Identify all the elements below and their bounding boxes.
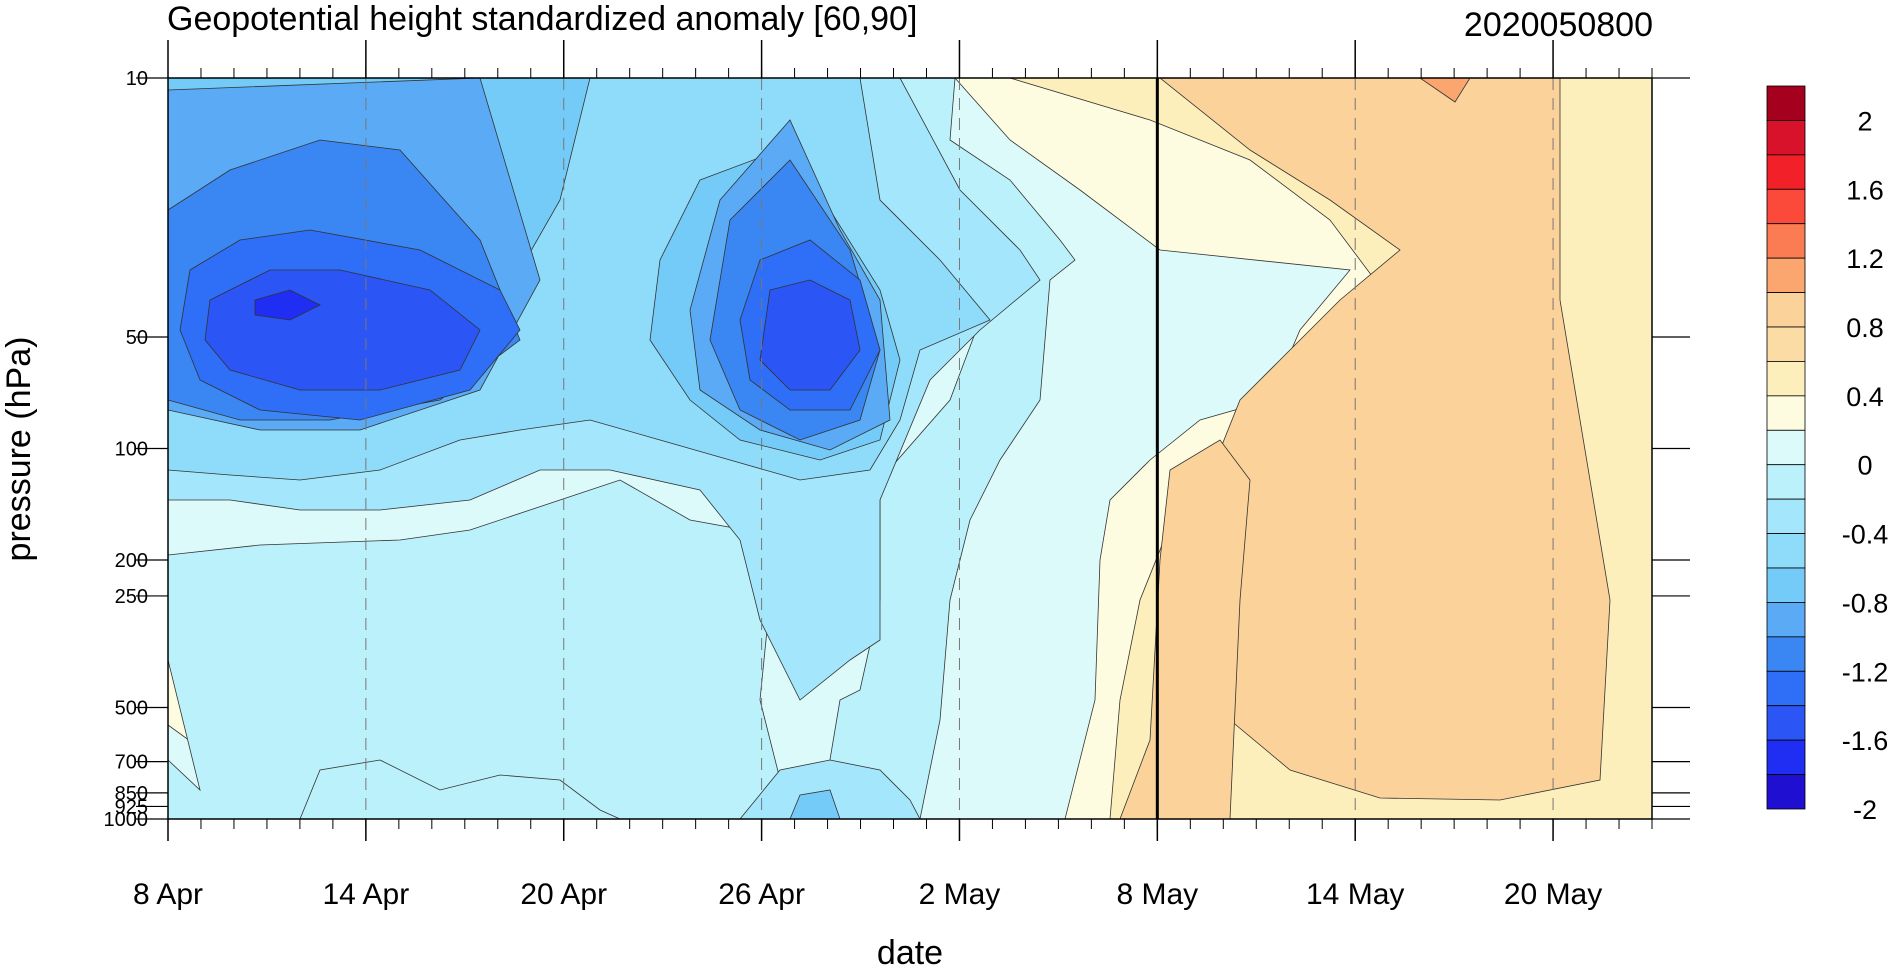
x-tick-label: 26 Apr xyxy=(718,878,805,911)
x-axis-label: date xyxy=(877,934,943,969)
y-tick-label: 100 xyxy=(115,439,148,461)
colorbar-label: -0.4 xyxy=(1842,520,1889,550)
y-tick-label: 200 xyxy=(115,550,148,572)
colorbar-box xyxy=(1766,292,1806,328)
plot-area xyxy=(167,77,1653,820)
colorbar-box xyxy=(1766,120,1806,156)
colorbar-label: -2 xyxy=(1853,795,1877,825)
y-tick-label: 500 xyxy=(115,697,148,719)
colorbar-label: 0.8 xyxy=(1846,313,1884,343)
colorbar-box xyxy=(1766,533,1806,569)
colorbar-box xyxy=(1766,429,1806,466)
x-axis: 8 Apr 14 Apr 20 Apr 26 Apr 2 May 8 May 14 May 2… xyxy=(133,40,1653,911)
y-axis-label: pressure (hPa) xyxy=(0,337,38,562)
contour-region xyxy=(1119,439,1251,819)
y-tick-label: 10 xyxy=(126,68,148,90)
colorbar-box xyxy=(1766,567,1806,603)
contour-region xyxy=(299,759,621,819)
colorbar-box xyxy=(1766,154,1806,190)
colorbar-box xyxy=(1766,464,1806,500)
colorbar-box xyxy=(1766,223,1806,259)
y-tick-label: 925 xyxy=(115,796,148,818)
colorbar-label: 0 xyxy=(1857,451,1872,481)
y-tick-label: 700 xyxy=(115,752,148,774)
x-tick-label: 20 May xyxy=(1504,878,1602,911)
contour-region xyxy=(168,78,1076,819)
colorbar-label: 1.2 xyxy=(1846,244,1884,274)
colorbar-box xyxy=(1766,602,1806,638)
y-tick-label: 850 xyxy=(115,783,148,805)
x-tick-label: 20 Apr xyxy=(520,878,607,911)
y-tick-label: 50 xyxy=(126,327,148,349)
contour-region xyxy=(1419,78,1471,103)
colorbar-box xyxy=(1766,395,1806,431)
colorbar-box xyxy=(1766,361,1806,397)
colorbar-box xyxy=(1766,85,1806,121)
contour-region xyxy=(739,759,921,819)
colorbar-box xyxy=(1766,739,1806,775)
x-tick-label: 2 May xyxy=(919,878,1001,911)
contour-fill xyxy=(168,78,1652,819)
colorbar-box xyxy=(1766,636,1806,672)
contour-region xyxy=(254,289,321,321)
colorbar-label: 2 xyxy=(1857,106,1872,136)
colorbar-box xyxy=(1766,188,1806,225)
colorbar-label: 0.4 xyxy=(1846,382,1884,412)
y-tick-label: 1000 xyxy=(104,809,149,831)
colorbar-box xyxy=(1766,498,1806,534)
colorbar: 2 1.6 1.2 0.8 0.4 0 -0.4 -0.8 -1.2 -1.6 -2 xyxy=(1766,85,1889,825)
contour-region xyxy=(789,789,841,819)
colorbar-box xyxy=(1766,774,1806,810)
y-tick-label: 250 xyxy=(115,586,148,608)
colorbar-label: -1.6 xyxy=(1842,726,1889,756)
chart-timestamp: 2020050800 xyxy=(1464,6,1653,44)
contour-region xyxy=(759,279,861,391)
colorbar-label: -0.8 xyxy=(1842,588,1889,618)
colorbar-label: 1.6 xyxy=(1846,175,1884,205)
x-tick-label: 8 May xyxy=(1116,878,1198,911)
colorbar-box xyxy=(1766,705,1806,741)
colorbar-box xyxy=(1766,257,1806,293)
x-tick-label: 14 Apr xyxy=(322,878,409,911)
colorbar-label: -1.2 xyxy=(1842,657,1889,687)
x-tick-label: 14 May xyxy=(1306,878,1404,911)
x-tick-label: 8 Apr xyxy=(133,878,203,911)
colorbar-box xyxy=(1766,326,1806,362)
chart-title: Geopotential height standardized anomaly… xyxy=(167,0,917,38)
colorbar-box xyxy=(1766,670,1806,707)
